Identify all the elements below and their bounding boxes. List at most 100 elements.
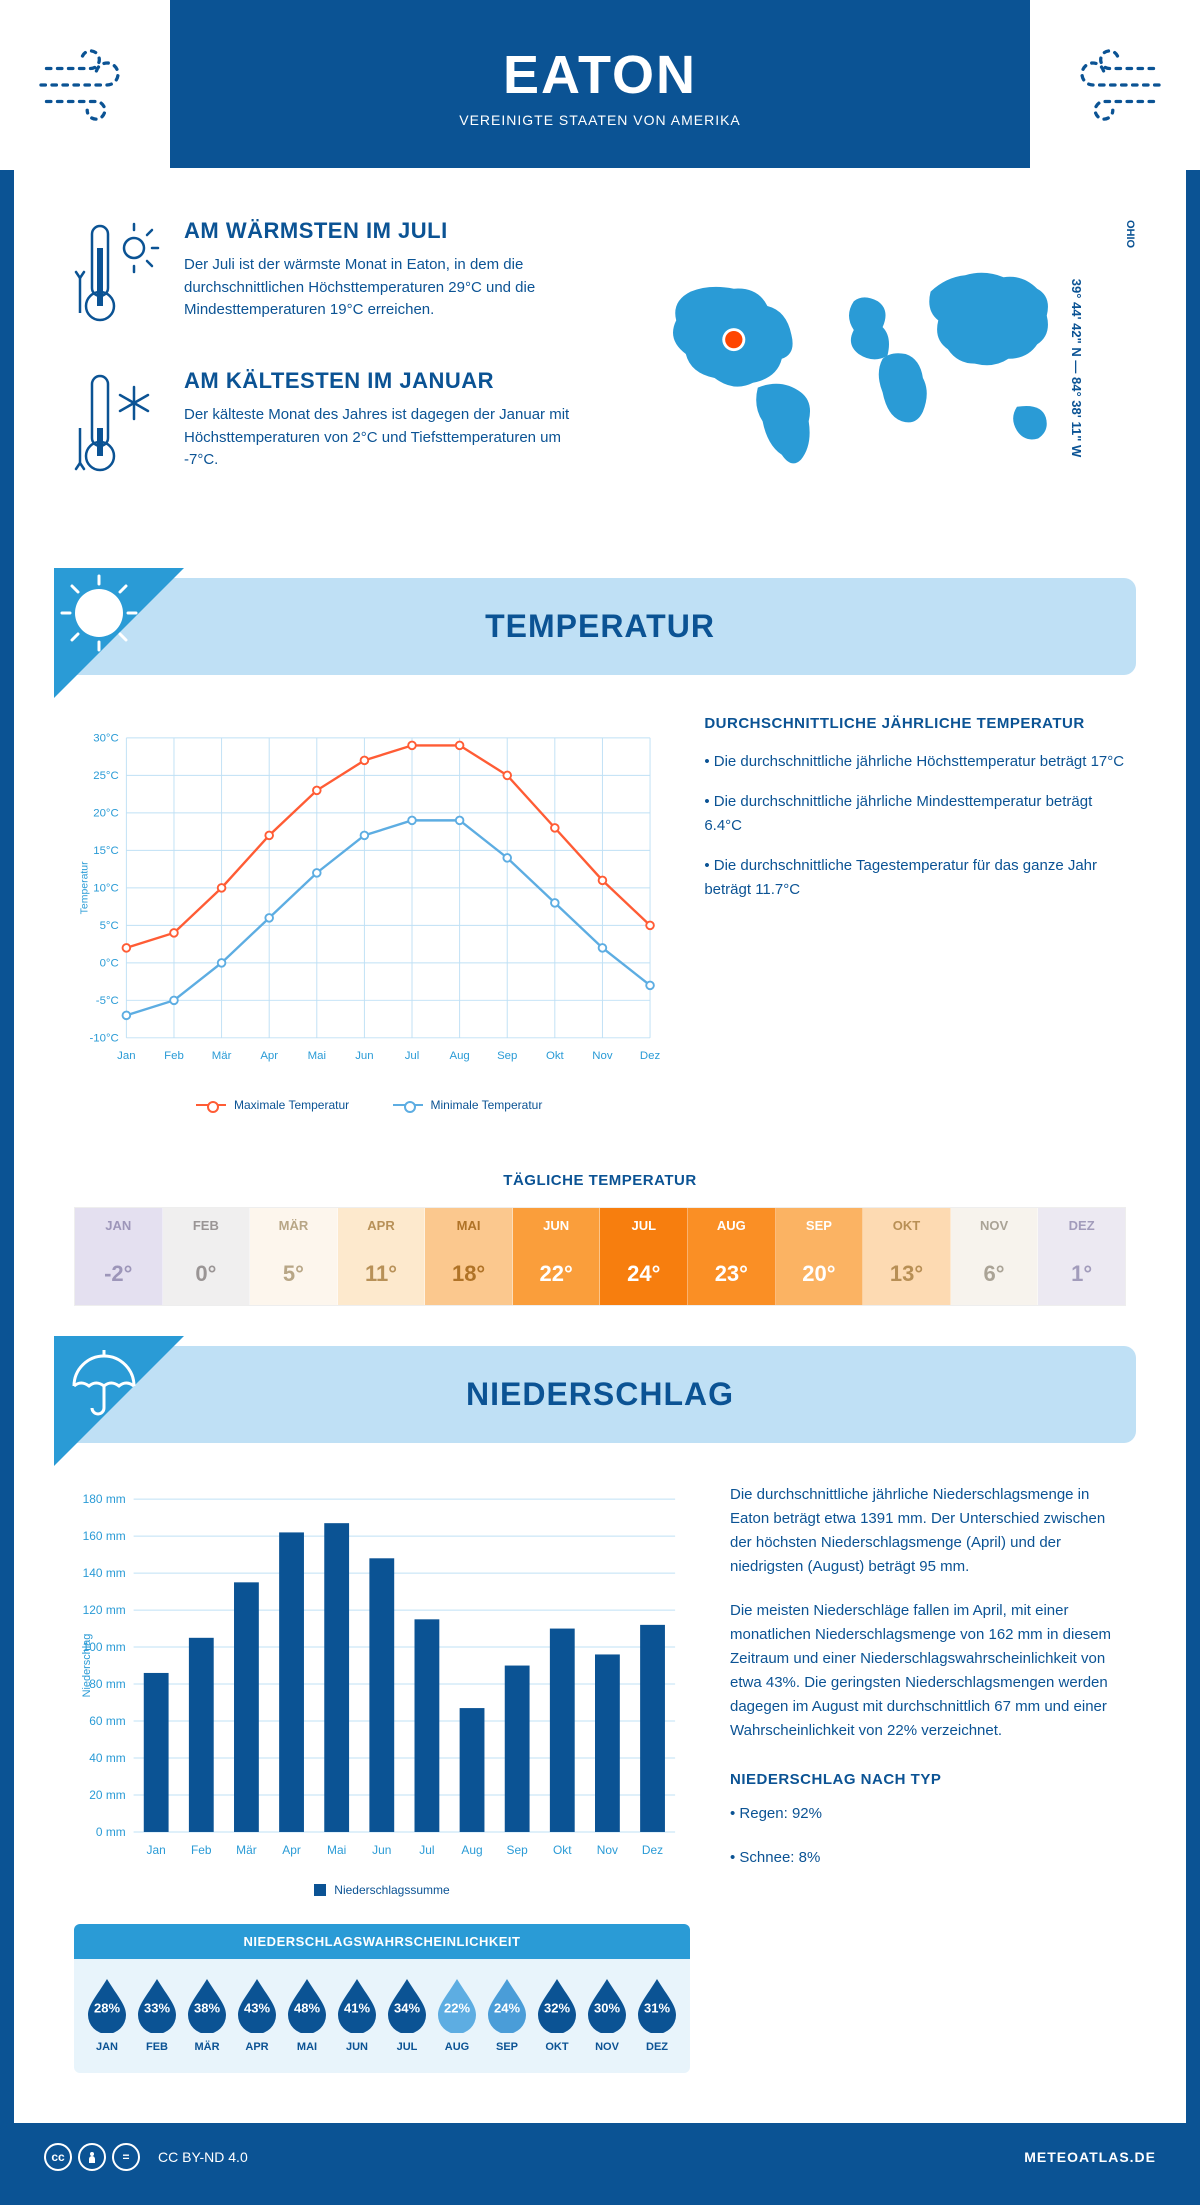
footer-brand: METEOATLAS.DE (1024, 2149, 1156, 2165)
temp-cell: JUN22° (513, 1208, 601, 1305)
svg-text:140 mm: 140 mm (83, 1566, 126, 1580)
temp-desc-heading: DURCHSCHNITTLICHE JÄHRLICHE TEMPERATUR (704, 715, 1126, 732)
drop-cell: 48%MAI (284, 1977, 330, 2053)
precip-desc-p2: Die meisten Niederschläge fallen im Apri… (730, 1599, 1126, 1743)
warmest-block: AM WÄRMSTEN IM JULI Der Juli ist der wär… (74, 218, 580, 333)
page-subtitle: VEREINIGTE STAATEN VON AMERIKA (14, 112, 1186, 128)
svg-text:5°C: 5°C (100, 920, 119, 932)
drop-cell: 33%FEB (134, 1977, 180, 2053)
svg-text:Okt: Okt (546, 1050, 565, 1062)
cc-by-icon (78, 2143, 106, 2171)
svg-text:15°C: 15°C (93, 845, 119, 857)
svg-text:Mai: Mai (327, 1843, 346, 1857)
svg-text:Apr: Apr (282, 1843, 301, 1857)
svg-text:Aug: Aug (461, 1843, 482, 1857)
svg-text:-5°C: -5°C (96, 995, 119, 1007)
footer: cc = CC BY-ND 4.0 METEOATLAS.DE (14, 2123, 1186, 2191)
svg-text:Feb: Feb (164, 1050, 184, 1062)
precip-desc-p1: Die durchschnittliche jährliche Niedersc… (730, 1483, 1126, 1579)
thermometer-cold-icon (74, 368, 164, 483)
temp-cell: MAI18° (425, 1208, 513, 1305)
cc-icon: cc (44, 2143, 72, 2171)
drop-cell: 31%DEZ (634, 1977, 680, 2053)
svg-text:Jun: Jun (372, 1843, 391, 1857)
svg-text:80 mm: 80 mm (89, 1677, 125, 1691)
cc-nd-icon: = (112, 2143, 140, 2171)
location-marker (725, 331, 742, 348)
license-text: CC BY-ND 4.0 (158, 2149, 248, 2165)
svg-text:Apr: Apr (260, 1050, 278, 1062)
umbrella-icon (54, 1336, 184, 1466)
warmest-text: Der Juli ist der wärmste Monat in Eaton,… (184, 254, 580, 322)
svg-text:Sep: Sep (507, 1843, 529, 1857)
svg-text:Feb: Feb (191, 1843, 212, 1857)
svg-text:Nov: Nov (592, 1050, 613, 1062)
drop-cell: 32%OKT (534, 1977, 580, 2053)
temp-cell: MÄR5° (250, 1208, 338, 1305)
temp-cell: AUG23° (688, 1208, 776, 1305)
legend-min: Minimale Temperatur (431, 1098, 543, 1112)
precip-prob-title: NIEDERSCHLAGSWAHRSCHEINLICHKEIT (74, 1924, 690, 1959)
svg-text:Mai: Mai (308, 1050, 326, 1062)
coldest-text: Der kälteste Monat des Jahres ist dagege… (184, 404, 580, 472)
sun-icon (54, 568, 184, 698)
temperature-banner: TEMPERATUR (64, 578, 1136, 675)
svg-text:0°C: 0°C (100, 958, 119, 970)
svg-text:60 mm: 60 mm (89, 1714, 125, 1728)
temperature-line-chart: -10°C-5°C0°C5°C10°C15°C20°C25°C30°CJanFe… (74, 715, 664, 1075)
header: EATON VEREINIGTE STAATEN VON AMERIKA (14, 14, 1186, 168)
drop-cell: 30%NOV (584, 1977, 630, 2053)
svg-text:20 mm: 20 mm (89, 1788, 125, 1802)
svg-text:Okt: Okt (553, 1843, 572, 1857)
temp-cell: FEB0° (163, 1208, 251, 1305)
temp-desc-b1: • Die durchschnittliche jährliche Höchst… (704, 750, 1126, 774)
svg-text:Jun: Jun (355, 1050, 373, 1062)
svg-text:Sep: Sep (497, 1050, 517, 1062)
svg-text:Temperatur: Temperatur (79, 861, 90, 914)
svg-text:Aug: Aug (449, 1050, 469, 1062)
svg-text:0 mm: 0 mm (96, 1825, 126, 1839)
drop-cell: 34%JUL (384, 1977, 430, 2053)
daily-temp-title: TÄGLICHE TEMPERATUR (14, 1172, 1186, 1189)
coldest-title: AM KÄLTESTEN IM JANUAR (184, 368, 580, 394)
warmest-title: AM WÄRMSTEN IM JULI (184, 218, 580, 244)
page-title: EATON (14, 44, 1186, 106)
svg-text:Niederschlag: Niederschlag (81, 1634, 93, 1698)
temp-desc-b3: • Die durchschnittliche Tagestemperatur … (704, 854, 1126, 902)
daily-temp-table: JAN-2°FEB0°MÄR5°APR11°MAI18°JUN22°JUL24°… (74, 1207, 1126, 1306)
state-label: OHIO (1124, 220, 1136, 248)
svg-text:Jul: Jul (405, 1050, 420, 1062)
svg-text:25°C: 25°C (93, 770, 119, 782)
svg-text:180 mm: 180 mm (83, 1492, 126, 1506)
precipitation-bar-chart: 0 mm20 mm40 mm60 mm80 mm100 mm120 mm140 … (74, 1483, 690, 1863)
wind-icon-right (1030, 0, 1200, 170)
temp-cell: NOV6° (951, 1208, 1039, 1305)
temp-cell: OKT13° (863, 1208, 951, 1305)
drop-cell: 24%SEP (484, 1977, 530, 2053)
temp-cell: JUL24° (600, 1208, 688, 1305)
svg-text:Jul: Jul (419, 1843, 434, 1857)
svg-text:20°C: 20°C (93, 808, 119, 820)
drop-cell: 43%APR (234, 1977, 280, 2053)
svg-text:Jan: Jan (117, 1050, 135, 1062)
temp-cell: JAN-2° (75, 1208, 163, 1305)
svg-text:30°C: 30°C (93, 733, 119, 745)
svg-text:Mär: Mär (212, 1050, 232, 1062)
precip-banner: NIEDERSCHLAG (64, 1346, 1136, 1443)
svg-text:160 mm: 160 mm (83, 1529, 126, 1543)
drop-cell: 28%JAN (84, 1977, 130, 2053)
legend-max: Maximale Temperatur (234, 1098, 349, 1112)
coldest-block: AM KÄLTESTEN IM JANUAR Der kälteste Mona… (74, 368, 580, 483)
precip-probability-box: NIEDERSCHLAGSWAHRSCHEINLICHKEIT 28%JAN33… (74, 1924, 690, 2073)
svg-text:Dez: Dez (640, 1050, 661, 1062)
precip-legend: Niederschlagssumme (334, 1883, 449, 1897)
precip-type-heading: NIEDERSCHLAG NACH TYP (730, 1768, 1126, 1792)
precip-type-snow: • Schnee: 8% (730, 1846, 1126, 1870)
precip-type-rain: • Regen: 92% (730, 1802, 1126, 1826)
svg-text:120 mm: 120 mm (83, 1603, 126, 1617)
svg-text:Nov: Nov (597, 1843, 618, 1857)
svg-text:-10°C: -10°C (89, 1033, 118, 1045)
temp-desc-b2: • Die durchschnittliche jährliche Mindes… (704, 790, 1126, 838)
drop-cell: 22%AUG (434, 1977, 480, 2053)
world-map: OHIO 39° 44' 42" N — 84° 38' 11" W (620, 218, 1126, 518)
